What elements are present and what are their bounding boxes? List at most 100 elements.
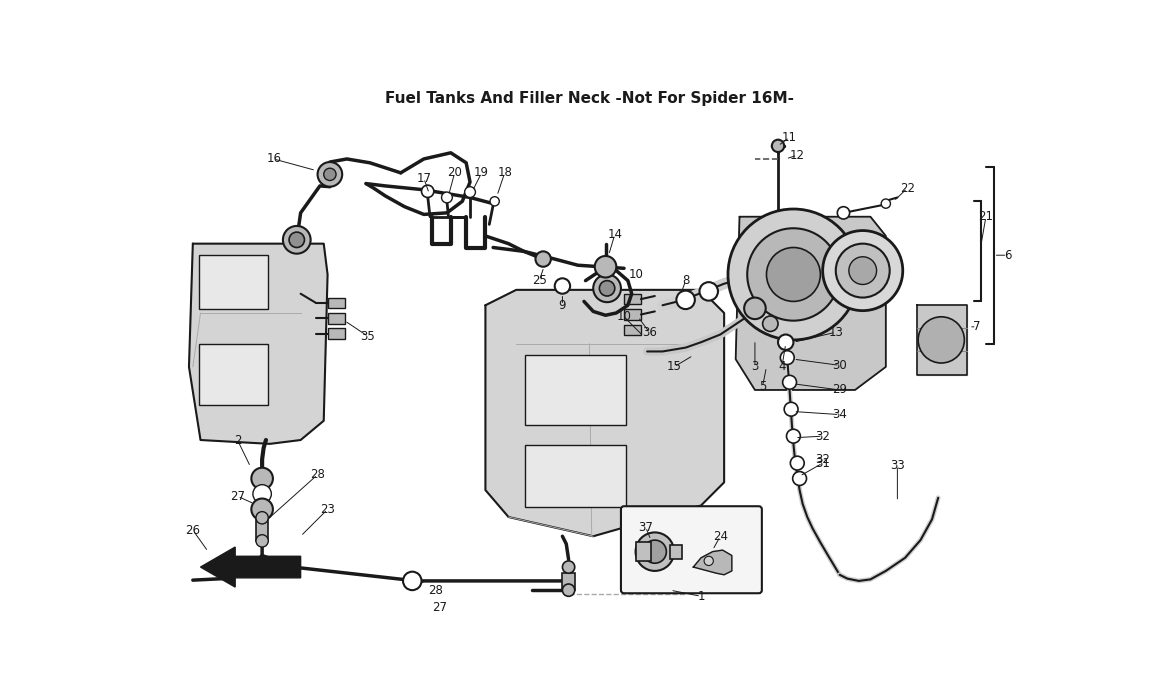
Text: 27: 27 bbox=[431, 601, 446, 615]
Circle shape bbox=[402, 572, 422, 590]
Circle shape bbox=[784, 402, 798, 416]
Circle shape bbox=[781, 350, 795, 365]
Text: 17: 17 bbox=[416, 171, 431, 184]
Circle shape bbox=[465, 186, 475, 197]
Bar bbox=[624, 294, 641, 305]
Text: 6: 6 bbox=[1004, 249, 1011, 262]
Circle shape bbox=[442, 192, 452, 203]
Text: 13: 13 bbox=[828, 326, 843, 339]
Circle shape bbox=[748, 228, 840, 320]
Circle shape bbox=[536, 251, 551, 267]
Text: 15: 15 bbox=[667, 361, 682, 374]
Circle shape bbox=[744, 298, 766, 319]
Circle shape bbox=[256, 512, 268, 524]
Circle shape bbox=[676, 291, 695, 309]
Bar bbox=[328, 329, 345, 339]
Circle shape bbox=[918, 317, 965, 363]
Text: 7: 7 bbox=[973, 320, 981, 333]
Text: 28: 28 bbox=[310, 468, 325, 481]
Text: 14: 14 bbox=[607, 228, 622, 241]
Polygon shape bbox=[693, 550, 731, 575]
Circle shape bbox=[837, 207, 850, 219]
Text: 10: 10 bbox=[629, 268, 644, 281]
Text: 28: 28 bbox=[428, 584, 443, 597]
Text: 18: 18 bbox=[497, 167, 512, 180]
Circle shape bbox=[787, 429, 800, 443]
Text: 3: 3 bbox=[751, 361, 759, 374]
Circle shape bbox=[490, 197, 499, 206]
Circle shape bbox=[422, 185, 434, 197]
Bar bbox=[526, 355, 626, 425]
Circle shape bbox=[324, 168, 336, 180]
Text: 27: 27 bbox=[230, 490, 245, 503]
Bar bbox=[636, 542, 651, 561]
Text: 32: 32 bbox=[815, 430, 830, 443]
Circle shape bbox=[283, 226, 310, 253]
Text: 29: 29 bbox=[833, 383, 848, 396]
Circle shape bbox=[599, 281, 615, 296]
Circle shape bbox=[699, 282, 718, 301]
Text: 35: 35 bbox=[360, 330, 375, 343]
Circle shape bbox=[790, 456, 804, 470]
Text: 22: 22 bbox=[900, 182, 915, 195]
Bar bbox=[670, 545, 682, 559]
Polygon shape bbox=[485, 290, 724, 536]
Text: 23: 23 bbox=[320, 503, 335, 516]
Text: 2: 2 bbox=[233, 434, 242, 447]
Bar bbox=[624, 324, 641, 335]
Text: 31: 31 bbox=[815, 457, 830, 470]
Text: 4: 4 bbox=[779, 361, 785, 374]
Text: 12: 12 bbox=[790, 149, 805, 162]
Circle shape bbox=[595, 256, 616, 277]
Bar bbox=[624, 309, 641, 320]
Circle shape bbox=[593, 275, 621, 302]
Text: 36: 36 bbox=[642, 326, 657, 339]
Bar bbox=[199, 255, 268, 309]
Text: 24: 24 bbox=[713, 530, 728, 543]
Bar bbox=[199, 344, 268, 405]
Circle shape bbox=[554, 278, 570, 294]
Text: 26: 26 bbox=[185, 524, 200, 537]
Circle shape bbox=[562, 584, 575, 596]
Bar bbox=[328, 298, 345, 308]
Text: 11: 11 bbox=[782, 131, 797, 144]
Text: 10: 10 bbox=[616, 310, 631, 323]
Circle shape bbox=[772, 140, 784, 152]
Bar bbox=[526, 445, 626, 507]
Circle shape bbox=[252, 468, 273, 489]
Circle shape bbox=[252, 499, 273, 520]
Polygon shape bbox=[917, 305, 967, 374]
Polygon shape bbox=[736, 217, 886, 390]
Circle shape bbox=[762, 316, 779, 331]
Circle shape bbox=[704, 556, 713, 566]
Circle shape bbox=[836, 244, 890, 298]
Text: 1: 1 bbox=[697, 590, 705, 603]
Circle shape bbox=[643, 540, 666, 563]
Text: 30: 30 bbox=[833, 359, 848, 372]
Circle shape bbox=[253, 485, 271, 503]
Text: 34: 34 bbox=[833, 408, 848, 421]
Text: 16: 16 bbox=[266, 152, 282, 165]
Circle shape bbox=[849, 257, 876, 285]
Text: 19: 19 bbox=[474, 167, 489, 180]
Text: 21: 21 bbox=[979, 210, 994, 223]
Circle shape bbox=[256, 535, 268, 547]
Text: 20: 20 bbox=[447, 167, 462, 180]
Text: 9: 9 bbox=[559, 298, 566, 311]
Text: Fuel Tanks And Filler Neck -Not For Spider 16M-: Fuel Tanks And Filler Neck -Not For Spid… bbox=[385, 92, 794, 107]
Circle shape bbox=[636, 533, 674, 571]
Circle shape bbox=[779, 335, 794, 350]
Circle shape bbox=[289, 232, 305, 247]
Polygon shape bbox=[189, 244, 328, 444]
Bar bbox=[562, 573, 575, 590]
Bar bbox=[256, 519, 268, 541]
Text: 5: 5 bbox=[759, 380, 766, 393]
Circle shape bbox=[822, 231, 903, 311]
Circle shape bbox=[783, 376, 797, 389]
Text: 25: 25 bbox=[532, 274, 546, 287]
Circle shape bbox=[767, 247, 820, 301]
FancyBboxPatch shape bbox=[621, 506, 761, 594]
Circle shape bbox=[562, 561, 575, 573]
FancyArrow shape bbox=[200, 547, 300, 587]
Text: 37: 37 bbox=[638, 520, 653, 533]
